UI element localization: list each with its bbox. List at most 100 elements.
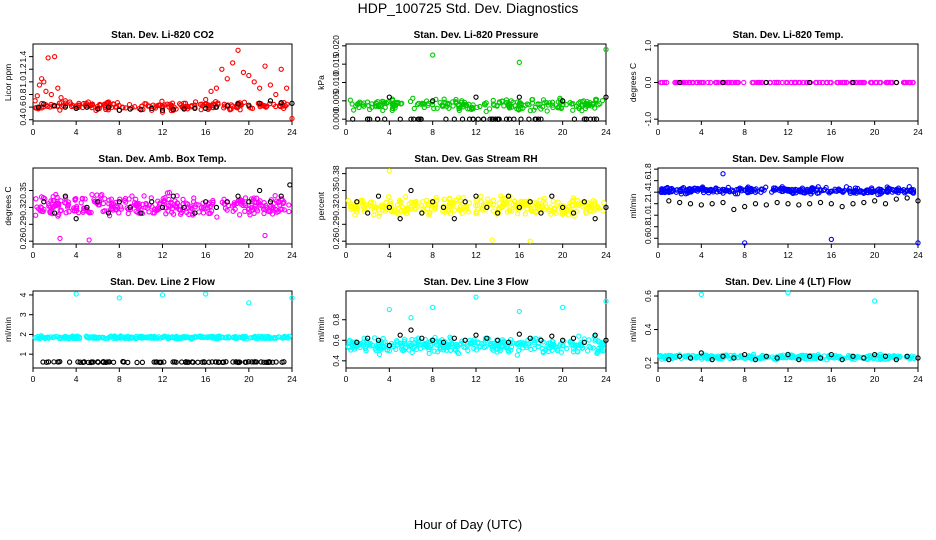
data-point xyxy=(36,82,43,88)
data-point xyxy=(181,106,187,112)
data-point xyxy=(47,104,53,110)
plot-frame xyxy=(345,290,607,369)
data-point xyxy=(263,204,269,211)
data-point xyxy=(558,105,565,112)
data-point xyxy=(904,79,910,86)
data-point xyxy=(661,79,668,86)
data-point xyxy=(807,201,813,207)
data-point xyxy=(483,108,489,115)
panel-5: Stan. Dev. Gas Stream RH0 4 8 12 16 20 240.260… xyxy=(316,154,611,260)
data-point xyxy=(373,100,379,106)
y-tick-label: 0.4 xyxy=(643,323,653,335)
data-point xyxy=(33,212,39,218)
data-point xyxy=(386,306,392,313)
data-point xyxy=(850,353,856,359)
data-point xyxy=(893,79,899,86)
data-point xyxy=(901,79,908,86)
data-point xyxy=(883,79,889,86)
data-point xyxy=(173,203,179,209)
x-tick-label: 20 xyxy=(870,374,880,384)
data-point xyxy=(403,207,409,213)
data-point xyxy=(117,196,123,202)
data-point xyxy=(694,354,700,360)
data-point xyxy=(32,98,38,104)
data-point xyxy=(590,197,596,204)
data-point xyxy=(43,88,49,94)
data-point xyxy=(698,350,704,356)
data-point xyxy=(593,116,600,122)
data-point xyxy=(522,211,529,217)
data-point xyxy=(380,204,386,210)
data-point xyxy=(50,197,56,204)
x-tick-label: 0 xyxy=(344,374,349,384)
data-point xyxy=(666,198,672,204)
series-2 xyxy=(40,358,287,366)
data-point xyxy=(127,106,133,112)
data-point xyxy=(568,101,575,107)
data-point xyxy=(51,53,58,60)
data-point xyxy=(763,79,769,86)
data-point xyxy=(365,335,371,341)
data-point xyxy=(200,210,207,216)
data-point xyxy=(274,334,280,341)
data-point xyxy=(383,100,390,106)
data-point xyxy=(439,102,445,108)
x-tick-label: 8 xyxy=(117,250,122,260)
data-point xyxy=(752,201,759,207)
data-point xyxy=(408,187,414,194)
data-point xyxy=(474,202,481,209)
data-point xyxy=(385,99,391,105)
data-point xyxy=(368,199,375,205)
data-point xyxy=(286,202,292,208)
data-point xyxy=(506,103,512,109)
x-tick-label: 24 xyxy=(913,374,923,384)
data-point xyxy=(433,195,439,201)
data-point xyxy=(553,210,559,216)
data-point xyxy=(583,209,589,215)
data-point xyxy=(278,196,284,202)
data-point xyxy=(159,109,166,115)
data-point xyxy=(123,199,129,205)
data-point xyxy=(206,102,212,108)
data-point xyxy=(397,116,403,122)
data-point xyxy=(38,194,45,200)
data-point xyxy=(73,103,79,109)
data-point xyxy=(893,196,899,202)
data-point xyxy=(784,79,791,86)
data-point xyxy=(666,356,672,363)
data-point xyxy=(421,104,427,111)
data-point xyxy=(437,344,443,350)
data-point xyxy=(382,116,388,122)
data-point xyxy=(549,333,555,339)
data-point xyxy=(547,204,553,210)
data-point xyxy=(915,355,921,361)
data-point xyxy=(860,189,867,195)
data-point xyxy=(688,189,694,195)
data-point xyxy=(65,199,71,205)
data-point xyxy=(709,201,715,207)
data-point xyxy=(365,210,371,216)
data-point xyxy=(516,59,522,65)
data-point xyxy=(57,235,63,242)
data-point xyxy=(884,189,891,195)
data-point xyxy=(350,116,356,122)
data-point xyxy=(785,290,791,296)
data-point xyxy=(555,346,561,352)
data-point xyxy=(720,353,726,359)
data-point xyxy=(867,79,874,86)
data-point xyxy=(893,356,899,363)
data-point xyxy=(677,199,683,206)
data-point xyxy=(413,198,419,205)
data-point xyxy=(272,103,279,110)
data-point xyxy=(192,99,199,105)
data-point xyxy=(828,351,834,358)
data-point xyxy=(553,203,560,209)
data-point xyxy=(82,196,88,202)
data-point xyxy=(407,98,414,105)
panel-title: Stan. Dev. Line 3 Flow xyxy=(424,277,529,288)
data-point xyxy=(235,47,241,53)
data-point xyxy=(116,107,122,113)
data-point xyxy=(172,198,178,204)
panel-9: Stan. Dev. Line 4 (LT) Flow 0 4 8 12 16 20 24 0.… xyxy=(628,277,923,384)
